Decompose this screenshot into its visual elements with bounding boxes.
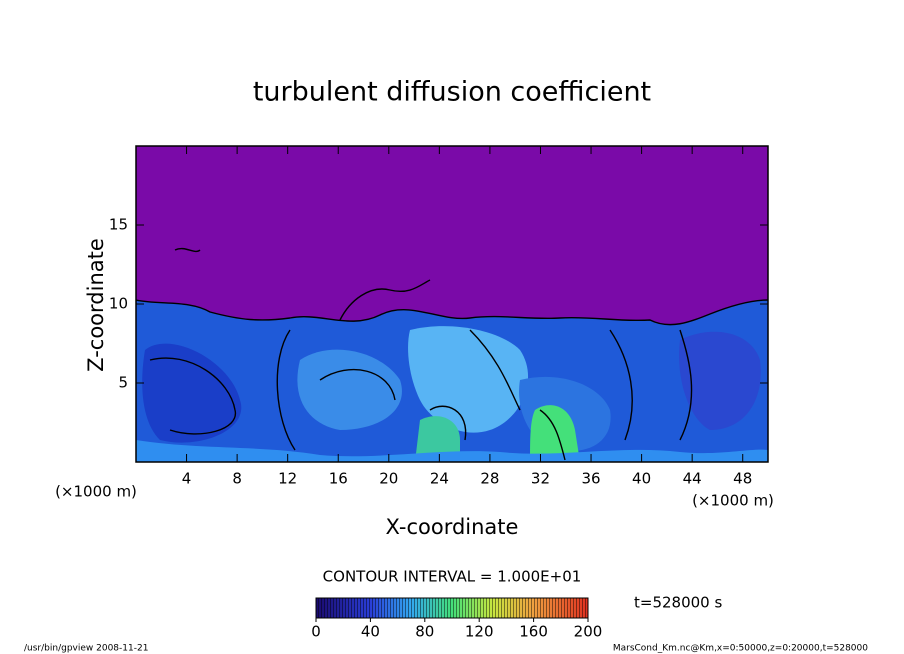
x-tick-label: 20 <box>379 470 398 488</box>
x-tick-label: 4 <box>182 470 192 488</box>
x-tick-label: 36 <box>581 470 600 488</box>
x-tick-label: 32 <box>531 470 550 488</box>
x-tick-label: 28 <box>480 470 499 488</box>
colorbar-tick-label: 120 <box>465 623 494 641</box>
x-axis-label: X-coordinate <box>386 515 519 539</box>
chart-title: turbulent diffusion coefficient <box>253 77 651 108</box>
x-tick-label: 44 <box>683 470 702 488</box>
colorbar-tick-label: 0 <box>311 623 321 641</box>
x-tick-label: 8 <box>232 470 242 488</box>
contour-interval: CONTOUR INTERVAL = 1.000E+01 <box>323 568 582 586</box>
y-axis-label: Z-coordinate <box>84 238 108 372</box>
colorbar-tick-label: 40 <box>361 623 380 641</box>
time-label: t=528000 s <box>634 594 722 612</box>
footer-right: MarsCond_Km.nc@Km,x=0:50000,z=0:20000,t=… <box>613 644 868 654</box>
colorbar-tick-label: 200 <box>574 623 603 641</box>
x-tick-label: 48 <box>733 470 752 488</box>
x-tick-label: 24 <box>430 470 449 488</box>
contour-field <box>136 146 768 462</box>
y-unit-label: (×1000 m) <box>55 483 137 501</box>
y-tick-label: 10 <box>109 295 128 313</box>
colorbar-tick-label: 160 <box>519 623 548 641</box>
x-unit-label: (×1000 m) <box>692 492 774 510</box>
x-tick-label: 40 <box>632 470 651 488</box>
x-tick-label: 16 <box>329 470 348 488</box>
colorbar-tick-label: 80 <box>415 623 434 641</box>
x-tick-label: 12 <box>278 470 297 488</box>
y-tick-label: 5 <box>118 374 128 392</box>
footer-left: /usr/bin/gpview 2008-11-21 <box>24 644 148 654</box>
y-tick-label: 15 <box>109 216 128 234</box>
colorbar-frame <box>315 597 589 619</box>
